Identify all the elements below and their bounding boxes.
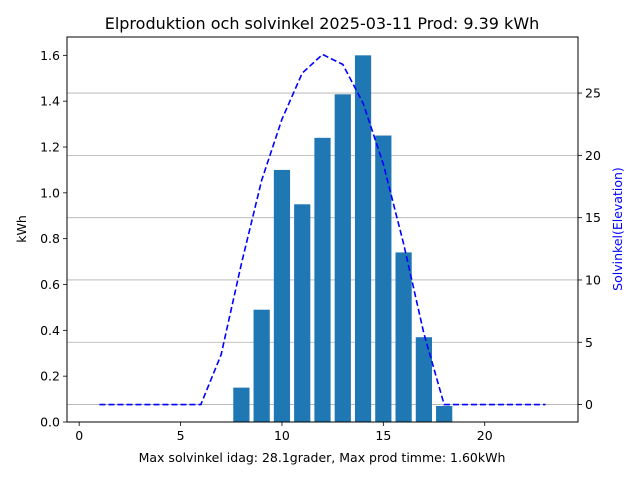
y2-tick-label: 5 [585,335,593,350]
y-tick-label: 0.2 [40,369,60,384]
y-tick-label: 1.0 [40,185,60,200]
bar [253,309,270,422]
x-tick-label: 5 [177,428,185,443]
bar [273,169,291,422]
y-tick-label: 1.4 [40,94,60,109]
y2-tick-label: 25 [585,86,601,101]
elevation-line [99,53,546,406]
y2-tick-label: 20 [585,148,601,163]
plot-frame [66,36,579,423]
x-axis-label: Max solvinkel idag: 28.1grader, Max prod… [139,450,506,465]
right-y-axis: 0 5 10 15 20 25 [578,86,601,412]
bar [334,94,351,423]
y-tick-label: 1.6 [40,48,60,63]
y-tick-label: 0.4 [40,323,60,338]
y2-tick-label: 0 [585,397,593,412]
x-tick-label: 20 [477,428,493,443]
bar [436,405,453,422]
y2-tick-label: 15 [585,210,601,225]
x-axis: 0 5 10 15 20 [75,422,493,443]
x-tick-label: 15 [375,428,391,443]
y-tick-label: 0.0 [40,415,60,430]
bar [354,55,372,422]
bar [314,137,331,423]
bar [395,252,412,422]
right-y-axis-label: Solvinkel(Elevation) [610,167,625,291]
y-axis-label: kWh [14,215,29,243]
bar-series [233,55,453,423]
x-tick-label: 10 [274,428,290,443]
y2-tick-label: 10 [585,272,601,287]
bar [294,204,311,422]
chart-title: Elproduktion och solvinkel 2025-03-11 Pr… [105,14,540,33]
elevation-series [99,53,546,406]
y-tick-label: 0.8 [40,231,60,246]
bar [415,337,432,422]
x-tick-label: 0 [75,428,83,443]
bar [375,135,392,422]
bar [233,387,250,422]
y-axis: 0.0 0.2 0.4 0.6 0.8 1.0 1.2 1.4 1.6 [40,48,67,430]
y-tick-label: 1.2 [40,140,60,155]
y-tick-label: 0.6 [40,277,60,292]
